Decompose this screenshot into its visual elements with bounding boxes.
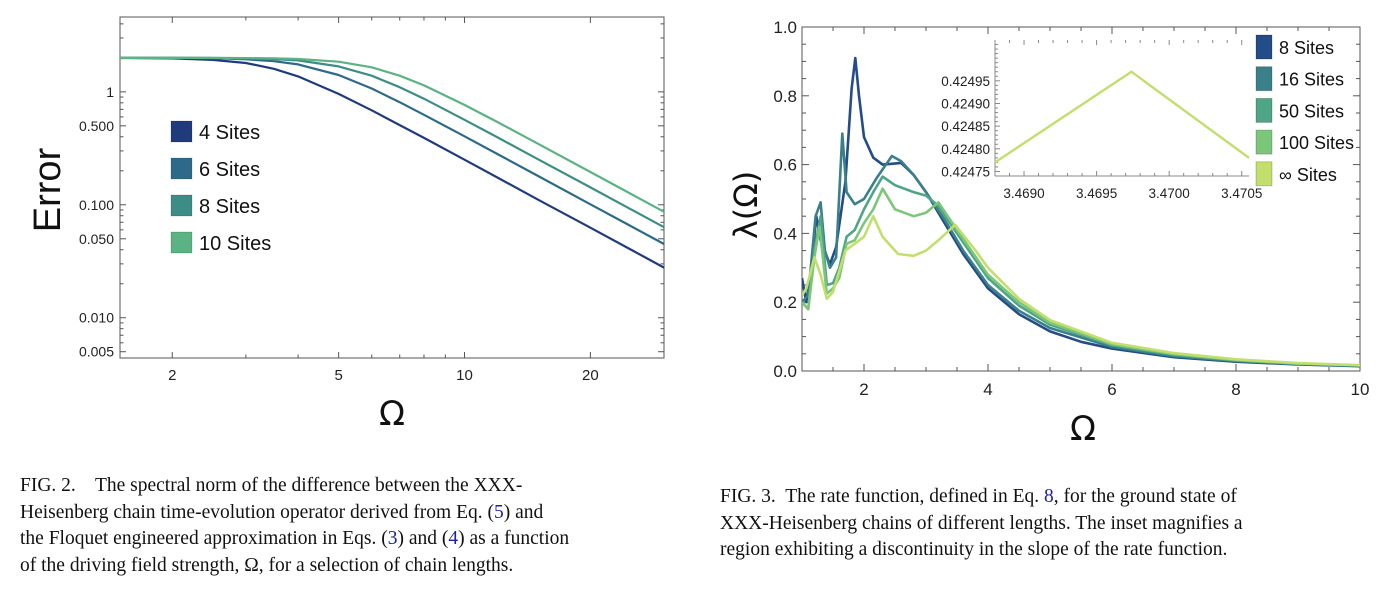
legend-swatch: [170, 120, 193, 143]
equation-reference-link[interactable]: 4: [448, 528, 459, 549]
y-axis-label: λ(Ω): [727, 171, 765, 239]
legend-swatch: [1255, 34, 1273, 60]
inset-y-tick-label: 0.42480: [941, 142, 990, 157]
caption-line: the Floquet engineered approximation in …: [20, 526, 676, 553]
y-tick-label: 0.050: [79, 231, 114, 247]
caption-line: XXX-Heisenberg chains of different lengt…: [720, 511, 1376, 538]
caption-text: ) and: [503, 501, 544, 523]
series-line-1: [802, 132, 1360, 368]
caption-text: region exhibiting a discontinuity in the…: [720, 539, 1228, 560]
x-tick-label: 5: [334, 367, 342, 384]
caption-text: FIG. 2. The spectral norm of the differe…: [20, 475, 523, 496]
y-tick-label: 0.500: [79, 118, 114, 134]
series-group: [802, 56, 1360, 368]
legend-swatch: [1255, 97, 1273, 123]
x-tick-label: 8: [1231, 380, 1240, 399]
legend-label: 8 Sites: [199, 196, 260, 218]
inset-x-tick-label: 3.4690: [1003, 186, 1044, 201]
equation-reference-link[interactable]: 5: [493, 501, 504, 523]
legend-label: 8 Sites: [1279, 38, 1334, 58]
y-tick-label: 0.6: [773, 156, 797, 175]
legend-swatch: [1255, 129, 1273, 155]
x-tick-label: 2: [859, 380, 868, 399]
y-tick-label: 0.005: [79, 344, 114, 360]
inset-x-tick-label: 3.4695: [1076, 186, 1117, 201]
inset-plot: 3.4690 3.4695 3.4700 3.4705 0.42475 0.42480 0.…: [941, 40, 1262, 201]
inset-x-tick-label: 3.4700: [1149, 186, 1190, 201]
caption-line: of the driving field strength, Ω, for a …: [20, 553, 676, 580]
series-line-4: [802, 214, 1360, 367]
equation-reference-link[interactable]: 3: [387, 528, 398, 549]
legend-label: 6 Sites: [199, 159, 260, 181]
series-line-4-sites: [119, 56, 665, 269]
fig2-caption: FIG. 2. The spectral norm of the differe…: [20, 473, 676, 579]
plot-frame: [119, 16, 665, 359]
inset-y-tick-label: 0.42495: [941, 74, 990, 89]
caption-text: , for the ground state of: [1053, 486, 1237, 507]
caption-text: the Floquet engineered approximation in …: [20, 528, 388, 549]
inset-y-tick-label: 0.42475: [941, 164, 990, 179]
y-tick-label: 0.4: [773, 224, 797, 243]
rate-function-chart: 2 4 6 8 100.00.20.40.60.81.0Ωλ(Ω) 3.4690 3.469…: [727, 18, 1369, 449]
caption-text: Heisenberg chain time-evolution operator…: [20, 501, 494, 523]
x-tick-label: 4: [983, 380, 992, 399]
caption-line: Heisenberg chain time-evolution operator…: [20, 500, 676, 527]
legend-label: 4 Sites: [199, 122, 260, 144]
x-tick-label: 6: [1107, 380, 1116, 399]
y-tick-label: 0.2: [773, 293, 797, 312]
y-tick-label: 1: [106, 84, 114, 100]
inset-y-tick-label: 0.42485: [941, 119, 990, 134]
caption-text: ) and (: [397, 528, 449, 549]
series-line-10-sites: [120, 56, 665, 213]
x-tick-label: 10: [456, 367, 473, 384]
y-tick-label: 0.8: [773, 87, 797, 106]
caption-line: FIG. 2. The spectral norm of the differe…: [20, 473, 676, 500]
y-tick-label: 0.100: [79, 197, 114, 213]
caption-line: FIG. 3. The rate function, defined in Eq…: [720, 484, 1376, 511]
y-tick-label: 1.0: [773, 18, 797, 37]
inset-x-tick-label: 3.4705: [1221, 186, 1262, 201]
x-axis-label: Ω: [1070, 409, 1096, 449]
legend-label: 10 Sites: [199, 233, 271, 255]
x-tick-label: 2: [168, 367, 176, 384]
legend-label: 16 Sites: [1279, 70, 1344, 90]
caption-text: FIG. 3. The rate function, defined in Eq…: [720, 486, 1045, 507]
legend-label: ∞ Sites: [1279, 165, 1337, 185]
x-tick-label: 20: [582, 367, 599, 384]
caption-text: XXX-Heisenberg chains of different lengt…: [720, 512, 1243, 534]
legend-swatch: [170, 194, 193, 217]
caption-text: of the driving field strength, Ω, for a …: [20, 554, 514, 576]
legend-label: 50 Sites: [1279, 101, 1344, 121]
x-axis-label: Ω: [379, 394, 405, 434]
legend-label: 100 Sites: [1279, 133, 1354, 153]
y-tick-label: 0.0: [773, 362, 797, 381]
equation-reference-link[interactable]: 8: [1044, 486, 1054, 507]
legend-swatch: [1255, 66, 1273, 92]
legend-swatch: [170, 157, 193, 180]
inset-background: [995, 40, 1249, 176]
error-chart: 2 5 10 20 1 0.500 0.100 0.050 0.010 0.005 Ω Error 4 …: [27, 16, 665, 434]
inset-y-tick-label: 0.42490: [941, 96, 990, 111]
fig3-caption: FIG. 3. The rate function, defined in Eq…: [720, 484, 1376, 564]
y-tick-label: 0.010: [79, 310, 114, 326]
legend-swatch: [1255, 161, 1273, 187]
caption-line: region exhibiting a discontinuity in the…: [720, 537, 1376, 564]
inset-series-line: [994, 70, 1250, 164]
x-tick-label: 10: [1351, 380, 1370, 399]
caption-text: ) as a function: [458, 528, 570, 549]
y-axis-label: Error: [27, 147, 69, 232]
series-line-3: [802, 187, 1360, 367]
legend-swatch: [170, 231, 193, 254]
